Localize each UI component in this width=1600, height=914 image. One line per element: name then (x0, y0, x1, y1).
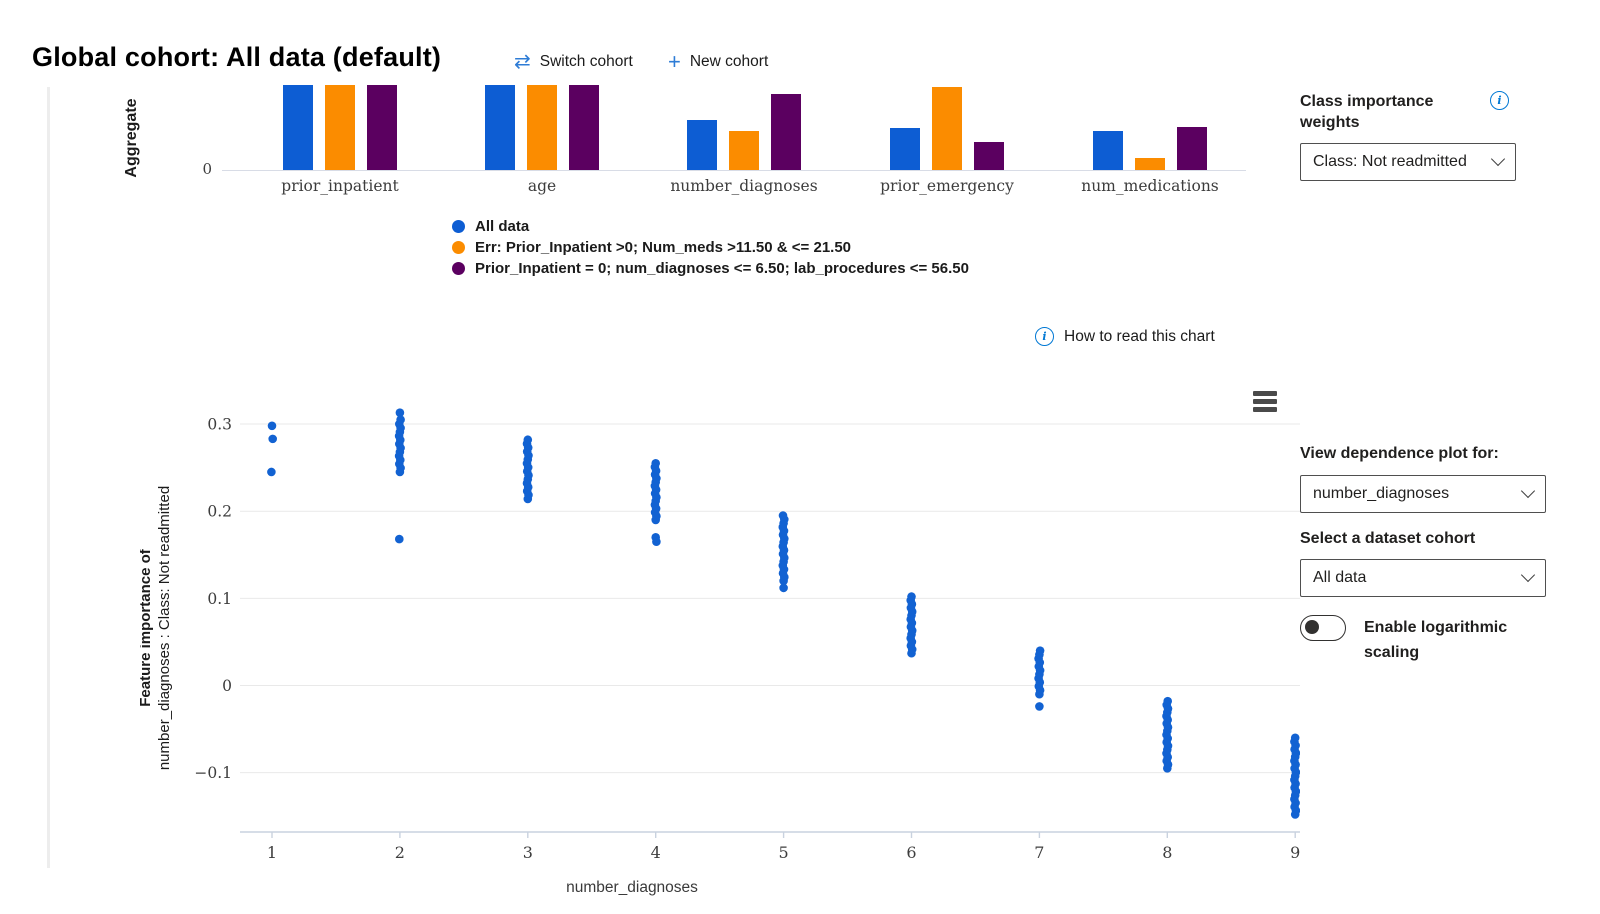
legend-dot-icon (452, 261, 465, 275)
page-title: Global cohort: All data (default) (32, 42, 442, 72)
scatter-point[interactable] (1163, 696, 1172, 706)
bar[interactable] (283, 85, 313, 170)
bar[interactable] (367, 85, 397, 170)
bar[interactable] (771, 94, 801, 170)
scatter-point[interactable] (523, 435, 533, 445)
x-tick-label: 8 (1162, 843, 1172, 862)
bar-category-label: num_medications (1081, 177, 1219, 195)
scatter-y-axis-title-line2: number_diagnoses : Class: Not readmitted (156, 486, 173, 770)
scatter-point[interactable] (652, 537, 661, 547)
plus-icon: + (668, 49, 681, 74)
y-tick-label: 0.1 (207, 590, 232, 608)
aggregate-bar-chart[interactable]: prior_inpatient age number_diagnoses prior_… (0, 0, 1600, 220)
left-divider (47, 87, 50, 868)
bar[interactable] (1093, 131, 1123, 170)
feature-dropdown-value: number_diagnoses (1313, 485, 1450, 502)
switch-cohort-button[interactable]: ⇄ Switch cohort (514, 52, 633, 72)
x-tick-label: 9 (1290, 843, 1300, 862)
legend-item[interactable]: Err: Prior_Inpatient >0; Num_meds >11.50… (452, 238, 969, 256)
x-tick-label: 7 (1034, 843, 1044, 862)
y-tick-label: 0.2 (207, 503, 232, 521)
chevron-down-icon (1520, 483, 1536, 499)
bar[interactable] (325, 85, 355, 170)
info-icon[interactable]: i (1490, 91, 1509, 110)
scatter-point[interactable] (395, 408, 405, 418)
legend-item[interactable]: All data (452, 217, 969, 235)
feature-dropdown[interactable]: number_diagnoses (1300, 475, 1546, 513)
chevron-down-icon (1520, 567, 1536, 583)
bar[interactable] (932, 87, 962, 170)
scatter-point[interactable] (907, 592, 916, 601)
y-tick-label: −0.1 (194, 764, 232, 782)
legend-label: All data (475, 217, 530, 235)
bar-category-label: number_diagnoses (670, 177, 818, 195)
info-icon: i (1035, 327, 1054, 346)
class-importance-label: Class importance weights (1300, 93, 1434, 131)
how-to-read-label: How to read this chart (1064, 327, 1215, 345)
view-dependence-label: View dependence plot for: (1300, 445, 1499, 462)
new-cohort-button[interactable]: + New cohort (668, 49, 769, 74)
legend-dot-icon (452, 219, 465, 233)
bar-category-label: prior_emergency (880, 177, 1014, 195)
x-tick-label: 1 (267, 843, 277, 862)
cohort-legend: All data Err: Prior_Inpatient >0; Num_med… (452, 217, 969, 277)
bar-category-label: prior_inpatient (281, 177, 399, 195)
x-tick-label: 2 (395, 843, 405, 862)
x-tick-label: 5 (779, 843, 789, 862)
dataset-cohort-label: Select a dataset cohort (1300, 530, 1476, 547)
bar[interactable] (890, 128, 920, 170)
bar-chart-zero-tick: 0 (202, 160, 212, 178)
scatter-x-axis-title: number_diagnoses (566, 879, 698, 896)
swap-arrows-icon: ⇄ (514, 51, 531, 73)
scatter-point[interactable] (1035, 646, 1045, 655)
scatter-point[interactable] (268, 434, 277, 444)
cohort-dropdown[interactable]: All data (1300, 559, 1546, 597)
chart-menu-icon[interactable] (1253, 391, 1277, 415)
bar[interactable] (974, 142, 1004, 170)
scatter-point[interactable] (267, 421, 277, 431)
scatter-point[interactable] (396, 415, 405, 424)
bar[interactable] (1135, 158, 1165, 170)
dependence-scatter-plot[interactable]: 0.3 0.2 0.1 0 −0.1 1 2 3 4 5 6 7 8 9 Feature importanc… (140, 380, 1300, 914)
scatter-point[interactable] (651, 458, 660, 468)
bar[interactable] (485, 85, 515, 170)
legend-item[interactable]: Prior_Inpatient = 0; num_diagnoses <= 6.… (452, 259, 969, 277)
legend-label: Prior_Inpatient = 0; num_diagnoses <= 6.… (475, 259, 969, 277)
scatter-point[interactable] (395, 534, 404, 544)
bar-category-label: age (527, 177, 557, 195)
bar[interactable] (569, 85, 599, 170)
how-to-read-link[interactable]: i How to read this chart (1035, 327, 1215, 346)
scatter-point[interactable] (1290, 733, 1300, 743)
class-weights-dropdown[interactable]: Class: Not readmitted (1300, 143, 1516, 181)
legend-dot-icon (452, 240, 465, 254)
dependence-controls-panel: View dependence plot for: number_diagnos… (1300, 443, 1550, 665)
x-tick-label: 3 (523, 843, 533, 862)
new-cohort-label: New cohort (689, 53, 769, 70)
switch-cohort-label: Switch cohort (539, 53, 633, 70)
scatter-point[interactable] (1035, 702, 1044, 711)
class-weights-value: Class: Not readmitted (1313, 153, 1467, 170)
class-importance-panel: Class importance weights i Class: Not re… (1300, 91, 1516, 181)
scatter-point[interactable] (779, 583, 788, 593)
log-toggle-label: Enable logarithmic scaling (1364, 619, 1508, 661)
scatter-point[interactable] (778, 511, 788, 520)
chevron-down-icon (1490, 151, 1506, 167)
scatter-y-axis-title-line1: Feature importance of (140, 548, 154, 707)
x-tick-label: 6 (906, 843, 916, 862)
bar[interactable] (687, 120, 717, 170)
logarithmic-scaling-toggle[interactable] (1300, 615, 1346, 641)
bar[interactable] (729, 131, 759, 170)
scatter-point[interactable] (267, 467, 276, 477)
y-tick-label: 0 (222, 677, 232, 695)
cohort-dropdown-value: All data (1313, 569, 1367, 586)
y-tick-label: 0.3 (207, 416, 232, 434)
bar[interactable] (527, 85, 557, 170)
bar[interactable] (1177, 127, 1207, 170)
bar-chart-baseline (222, 170, 1246, 171)
x-tick-label: 4 (651, 843, 661, 862)
toggle-knob (1305, 620, 1319, 634)
legend-label: Err: Prior_Inpatient >0; Num_meds >11.50… (475, 238, 852, 256)
